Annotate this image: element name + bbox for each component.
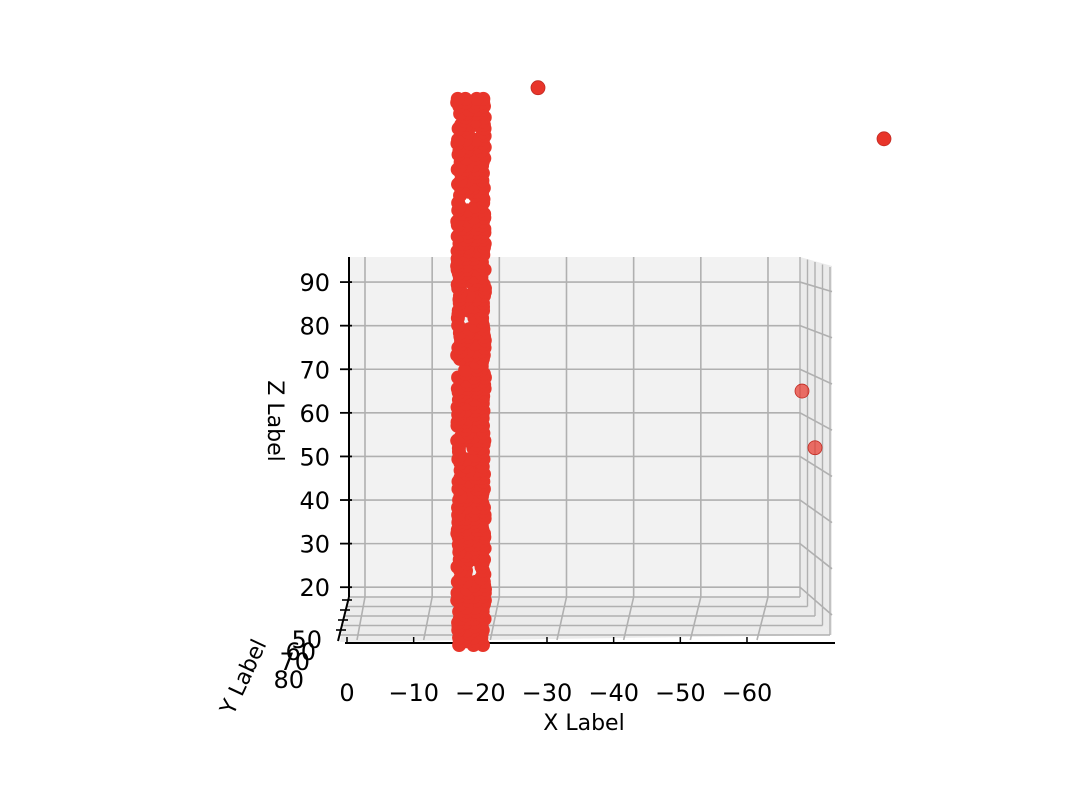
back-pane — [350, 257, 800, 597]
z-tick-label: 80 — [299, 313, 330, 341]
side-grid-line — [799, 324, 833, 339]
y-axis-label: Y Label — [215, 636, 272, 720]
z-tick-label: 50 — [299, 443, 330, 471]
x-floor-grid-line — [689, 596, 702, 641]
z-tick-label: 60 — [299, 400, 330, 428]
y-tick-label: 80 — [273, 666, 304, 694]
outlier-point — [876, 131, 892, 147]
data-point — [458, 363, 473, 378]
side-grid-line — [799, 281, 833, 293]
data-point — [469, 91, 484, 106]
outlier-point — [794, 383, 810, 399]
z-tick-label: 30 — [299, 531, 330, 559]
x-tick-label: 0 — [339, 679, 354, 707]
scatter-points — [450, 80, 892, 652]
y-tick-label: 60 — [285, 638, 316, 666]
x-tick-label: −20 — [455, 679, 506, 707]
x-floor-grid-line — [556, 596, 568, 641]
side-grid-line — [799, 455, 833, 478]
x-tick-label: −40 — [588, 679, 639, 707]
outlier-point — [807, 440, 823, 456]
axis-panes — [340, 257, 832, 642]
outlier-point — [530, 80, 546, 96]
side-grid-line — [799, 542, 833, 570]
x-tick-label: −50 — [655, 679, 706, 707]
z-tick-label: 70 — [299, 356, 330, 384]
x-floor-grid-line — [356, 596, 366, 641]
x-tick-label: −10 — [388, 679, 439, 707]
y-tick-label: 50 — [291, 626, 322, 654]
side-grid-line — [799, 412, 833, 431]
x-floor-grid-line — [422, 596, 433, 641]
z-tick-label: 40 — [299, 487, 330, 515]
x-axis-ticks: 0 −10 −20 −30 −40 −50 −60 — [339, 637, 772, 707]
x-floor-grid-line — [756, 596, 769, 641]
z-tick-label: 20 — [299, 574, 330, 602]
grid-lines — [340, 257, 833, 641]
z-axis-ticks: 20 30 40 50 60 70 80 90 — [299, 269, 352, 602]
x-axis-label: X Label — [543, 711, 624, 736]
z-axis-label: Z Label — [262, 380, 287, 461]
x-tick-label: −30 — [522, 679, 573, 707]
side-grid-line — [799, 586, 833, 616]
x-floor-grid-line — [489, 596, 501, 641]
data-point — [450, 91, 465, 106]
x-floor-grid-line — [622, 596, 635, 641]
side-grid-line — [799, 499, 833, 524]
side-grid-line — [799, 368, 833, 385]
y-axis-line — [337, 596, 350, 642]
y-tick-label: 70 — [279, 648, 310, 676]
x-tick-label: −60 — [722, 679, 773, 707]
axis-lines — [337, 257, 835, 644]
data-point — [451, 132, 466, 147]
z-tick-label: 90 — [299, 269, 330, 297]
